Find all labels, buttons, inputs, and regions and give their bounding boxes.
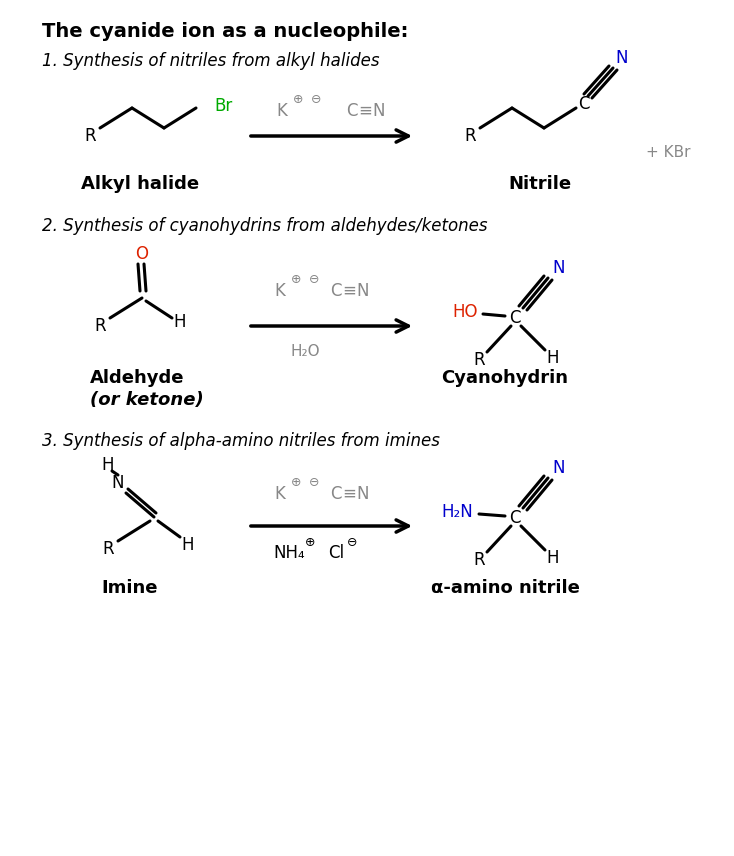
Text: C: C xyxy=(509,309,520,327)
Text: ⊖: ⊖ xyxy=(309,272,319,286)
Text: Cyanohydrin: Cyanohydrin xyxy=(441,369,569,387)
Text: ⊖: ⊖ xyxy=(309,475,319,489)
Text: H: H xyxy=(174,313,186,331)
Text: K: K xyxy=(275,282,286,300)
Text: ⊕: ⊕ xyxy=(291,272,301,286)
Text: ≡: ≡ xyxy=(358,102,372,120)
Text: N: N xyxy=(356,485,368,503)
Text: H: H xyxy=(102,456,115,474)
Text: ≡: ≡ xyxy=(342,282,356,300)
Text: O: O xyxy=(136,245,148,263)
Text: R: R xyxy=(94,317,106,335)
Text: + KBr: + KBr xyxy=(646,145,690,159)
Text: R: R xyxy=(464,127,476,145)
Text: (or ketone): (or ketone) xyxy=(90,391,204,409)
Text: R: R xyxy=(84,127,96,145)
Text: The cyanide ion as a nucleophile:: The cyanide ion as a nucleophile: xyxy=(42,21,408,40)
Text: N: N xyxy=(112,474,124,492)
Text: ⊕: ⊕ xyxy=(305,536,315,549)
Text: N: N xyxy=(356,282,368,300)
Text: H: H xyxy=(547,549,559,567)
Text: C: C xyxy=(330,282,341,300)
Text: Nitrile: Nitrile xyxy=(509,175,572,193)
Text: R: R xyxy=(473,551,485,569)
Text: ⊕: ⊕ xyxy=(293,92,303,105)
Text: C: C xyxy=(509,509,520,527)
Text: ⊖: ⊖ xyxy=(346,536,357,549)
Text: Imine: Imine xyxy=(102,579,159,597)
Text: α-amino nitrile: α-amino nitrile xyxy=(431,579,579,597)
Text: HO: HO xyxy=(452,303,478,321)
Text: ⊖: ⊖ xyxy=(310,92,321,105)
Text: H: H xyxy=(547,349,559,367)
Text: Aldehyde: Aldehyde xyxy=(90,369,184,387)
Text: K: K xyxy=(275,485,286,503)
Text: NH₄: NH₄ xyxy=(273,544,305,562)
Text: N: N xyxy=(372,102,385,120)
Text: H₂O: H₂O xyxy=(290,343,320,359)
Text: K: K xyxy=(277,102,288,120)
Text: Alkyl halide: Alkyl halide xyxy=(81,175,199,193)
Text: H: H xyxy=(182,536,195,554)
Text: C: C xyxy=(330,485,341,503)
Text: N: N xyxy=(616,49,628,67)
Text: R: R xyxy=(102,540,114,558)
Text: Cl: Cl xyxy=(328,544,344,562)
Text: C: C xyxy=(346,102,357,120)
Text: 2. Synthesis of cyanohydrins from aldehydes/ketones: 2. Synthesis of cyanohydrins from aldehy… xyxy=(42,217,487,235)
Text: ≡: ≡ xyxy=(342,485,356,503)
Text: 1. Synthesis of nitriles from alkyl halides: 1. Synthesis of nitriles from alkyl hali… xyxy=(42,52,379,70)
Text: H₂N: H₂N xyxy=(441,503,473,521)
Text: R: R xyxy=(473,351,485,369)
Text: C: C xyxy=(578,95,589,113)
Text: ⊕: ⊕ xyxy=(291,475,301,489)
Text: 3. Synthesis of alpha-amino nitriles from imines: 3. Synthesis of alpha-amino nitriles fro… xyxy=(42,432,440,450)
Text: N: N xyxy=(553,459,565,477)
Text: N: N xyxy=(553,259,565,277)
Text: Br: Br xyxy=(214,97,232,115)
